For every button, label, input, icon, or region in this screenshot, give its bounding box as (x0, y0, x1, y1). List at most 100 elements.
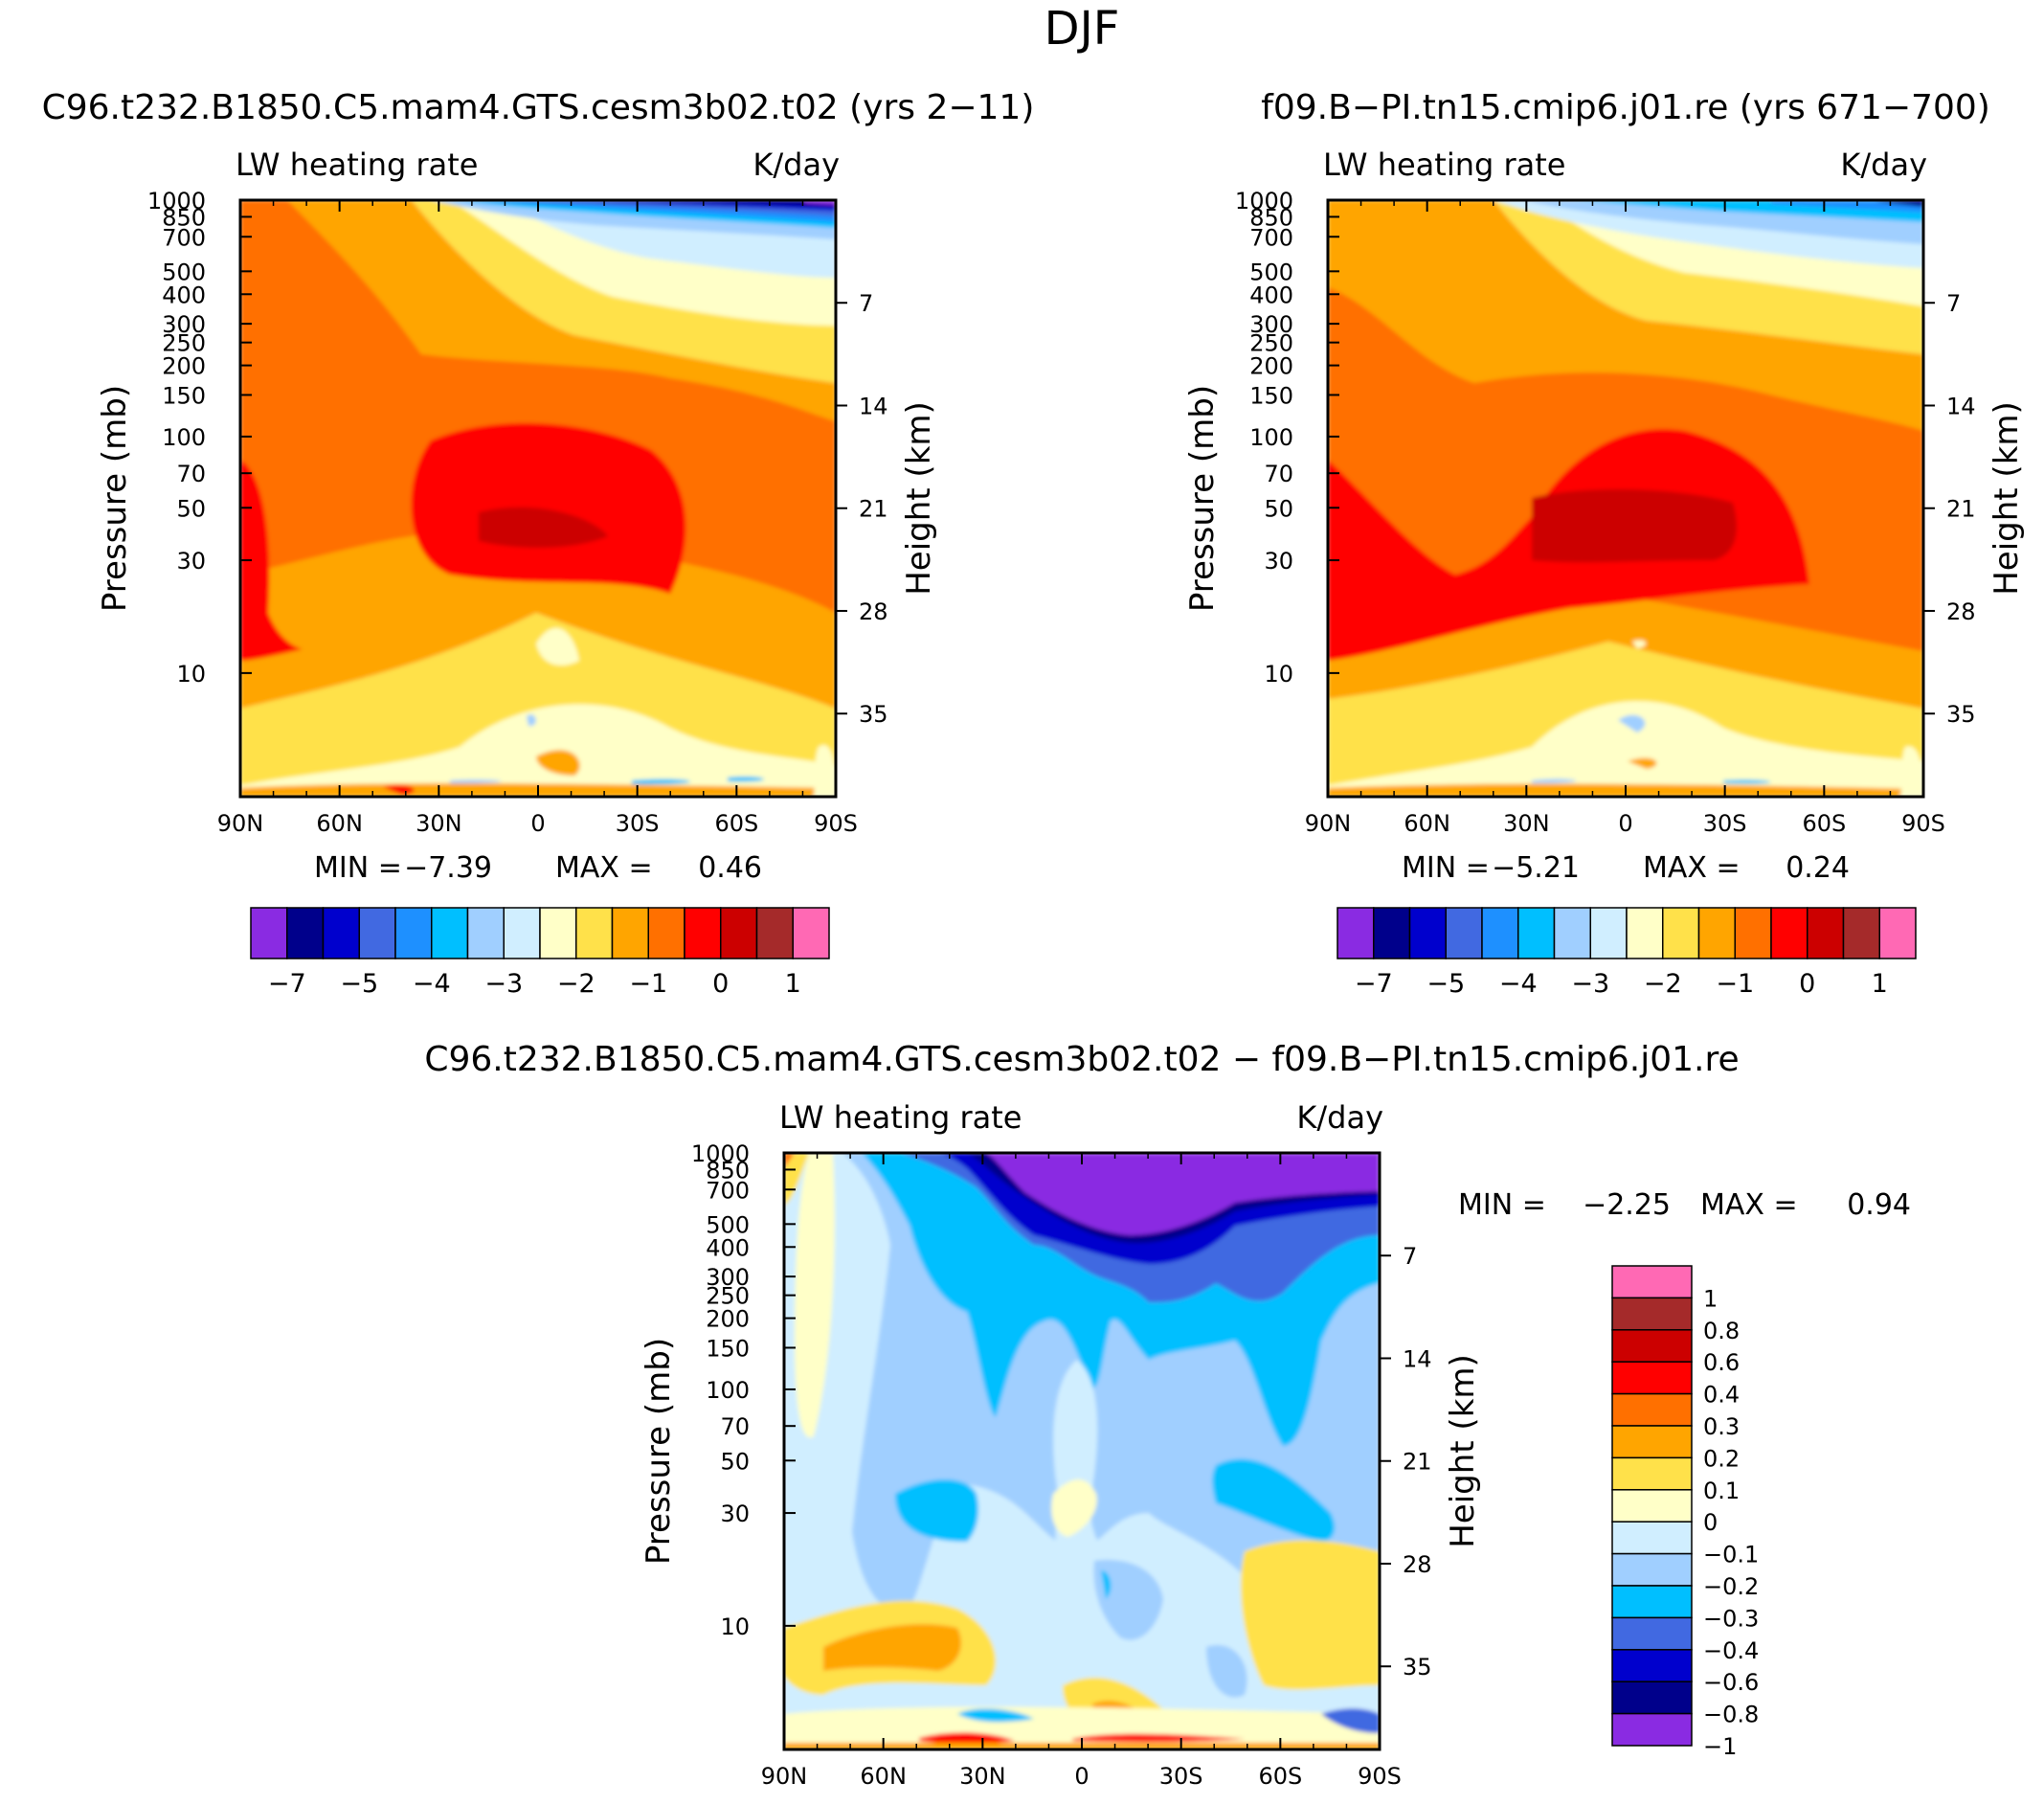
panel-left-colorbar-box (611, 907, 649, 959)
panel-left-y-right-tick-label: 14 (859, 393, 888, 419)
panel-left-y-tick-label: 100 (162, 424, 206, 451)
panel-left-colorbar: −7 −5 −4 −3 −2 −1 0 1 (250, 907, 830, 999)
panel-right-y-tick-label: 30 (1264, 548, 1293, 575)
panel-right-x-tick-label: 90S (1901, 810, 1945, 837)
panel-left-variable-label: LW heating rate (236, 147, 478, 183)
panel-right-colorbar-box (1770, 907, 1808, 959)
panel-left-y-tick-label: 300 (162, 311, 206, 338)
panel-right-x-tick-label: 30S (1703, 810, 1747, 837)
panel-right-min-label: MIN = (1402, 851, 1490, 885)
panel-left-colorbar-box (466, 907, 505, 959)
panel-difference-y-tick-label: 30 (720, 1500, 750, 1527)
panel-right-x-tick-label: 30N (1503, 810, 1550, 837)
panel-right-y-axis-title: Pressure (mb) (1183, 385, 1222, 612)
panel-left-y-tick-label: 1000 (147, 188, 206, 214)
panel-right-y-tick-label: 70 (1264, 461, 1293, 487)
panel-difference-x-tick-label: 90N (761, 1763, 808, 1790)
panel-left-y-tick-label: 150 (162, 382, 206, 409)
panel-right-max-label: MAX = (1643, 851, 1741, 885)
panel-left-y-axis-title: Pressure (mb) (96, 385, 134, 612)
panel-right-y-right-tick-label: 14 (1946, 393, 1976, 419)
panel-right-x-tick-label: 90N (1305, 810, 1352, 837)
panel-difference-y-tick-label: 850 (706, 1157, 750, 1184)
panel-left-colorbar-label: −3 (484, 969, 523, 999)
panel-left-x-tick-label: 30S (616, 810, 660, 837)
panel-left-colorbar-label: −5 (340, 969, 378, 999)
panel-difference-colorbar-label: −0.8 (1703, 1702, 1759, 1728)
panel-right-y-tick-label: 150 (1249, 382, 1293, 409)
panel-right-x-tick-label: 60S (1802, 810, 1846, 837)
panel-left-x-tick-label: 60N (316, 810, 363, 837)
panel-difference-colorbar-label: 0.4 (1703, 1382, 1740, 1409)
panel-right-x-tick-label: 0 (1618, 810, 1632, 837)
panel-difference-axes: 90N 60N 30N 0 30S 60S 90S103050701001502002503… (640, 1140, 1482, 1790)
panel-difference-colorbar-label: −1 (1703, 1733, 1737, 1760)
panel-difference-y-tick-label: 200 (706, 1306, 750, 1333)
panel-left-y-tick-label: 50 (176, 495, 206, 522)
panel-difference-colorbar-box (1611, 1456, 1693, 1491)
panel-right-colorbar-box (1373, 907, 1411, 959)
panel-left: C96.t232.B1850.C5.mam4.GTS.cesm3b02.t02 … (42, 88, 1035, 999)
panel-left-units-label: K/day (752, 147, 840, 183)
panel-difference-min-label: MIN = (1458, 1188, 1546, 1222)
panel-difference-y-tick-label: 50 (720, 1448, 750, 1475)
panel-difference-colorbar-box (1611, 1616, 1693, 1651)
panel-right-y-right-axis-title: Height (km) (1988, 401, 2026, 596)
panel-left-title: C96.t232.B1850.C5.mam4.GTS.cesm3b02.t02 … (42, 88, 1035, 127)
panel-difference-x-tick-label: 60S (1258, 1763, 1302, 1790)
panel-left-colorbar-box (755, 907, 794, 959)
panel-left-y-right-tick-label: 35 (859, 701, 888, 728)
panel-left-x-tick-label: 60S (714, 810, 758, 837)
panel-difference-y-tick-label: 700 (706, 1177, 750, 1204)
panel-right-y-tick-label: 850 (1249, 204, 1293, 231)
panel-left-max-label: MAX = (555, 851, 653, 885)
panel-left-y-tick-label: 70 (176, 461, 206, 487)
panel-right-colorbar-label: −1 (1716, 969, 1754, 999)
panel-right-colorbar-box (1553, 907, 1591, 959)
panel-difference-y-tick-label: 250 (706, 1283, 750, 1310)
panel-left-x-tick-label: 0 (530, 810, 545, 837)
panel-left-colorbar-box (286, 907, 325, 959)
panel-right-y-tick-label: 300 (1249, 311, 1293, 338)
panel-left-colorbar-box (684, 907, 722, 959)
panel-right-colorbar-box (1445, 907, 1483, 959)
panel-left-colorbar-label: 0 (712, 969, 729, 999)
panel-right-colorbar-box (1734, 907, 1772, 959)
panel-right-max-value: 0.24 (1786, 851, 1850, 885)
panel-right-y-right-tick-label: 7 (1946, 290, 1961, 317)
panel-left-colorbar-box (503, 907, 541, 959)
panel-left-colorbar-box (792, 907, 830, 959)
panel-right-min-value: −5.21 (1492, 851, 1580, 885)
panel-difference-colorbar-label: 0.8 (1703, 1318, 1740, 1344)
panel-left-max-value: 0.46 (698, 851, 762, 885)
panel-difference-y-right-tick-label: 35 (1403, 1654, 1432, 1681)
panel-difference-colorbar-label: 0 (1703, 1509, 1718, 1536)
panel-left-y-tick-label: 10 (176, 661, 206, 688)
panel-difference-colorbar-label: 1 (1703, 1285, 1718, 1312)
panel-difference-y-tick-label: 10 (720, 1613, 750, 1640)
panel-difference-colorbar-box (1611, 1361, 1693, 1395)
panel-difference-y-tick-label: 500 (706, 1211, 750, 1238)
panel-left-colorbar-box (358, 907, 396, 959)
panel-difference-x-tick-label: 30S (1159, 1763, 1203, 1790)
panel-right-y-tick-label: 50 (1264, 495, 1293, 522)
panel-difference-colorbar-label: 0.1 (1703, 1478, 1740, 1504)
panel-left-colorbar-label: −2 (557, 969, 595, 999)
panel-right-colorbar-label: 0 (1799, 969, 1815, 999)
panel-difference-y-tick-label: 100 (706, 1377, 750, 1404)
panel-difference-y-right-tick-label: 14 (1403, 1345, 1432, 1372)
panel-left-colorbar-box (575, 907, 614, 959)
panel-left-y-right-tick-label: 28 (859, 598, 888, 625)
panel-difference-colorbar-box (1611, 1425, 1693, 1459)
panel-right-y-tick-label: 400 (1249, 282, 1293, 308)
panel-difference-x-tick-label: 60N (860, 1763, 907, 1790)
panel-left-y-tick-label: 250 (162, 330, 206, 357)
panel-right-colorbar-label: −3 (1571, 969, 1609, 999)
panel-left-colorbar-label: 1 (785, 969, 801, 999)
panel-right-y-tick-label: 700 (1249, 224, 1293, 251)
panel-left-min-label: MIN = (314, 851, 402, 885)
panel-difference-colorbar-box (1611, 1392, 1693, 1427)
panel-difference-y-right-axis-title: Height (km) (1444, 1354, 1482, 1548)
panel-left-colorbar-box (322, 907, 360, 959)
panel-left-y-right-tick-label: 7 (859, 290, 873, 317)
